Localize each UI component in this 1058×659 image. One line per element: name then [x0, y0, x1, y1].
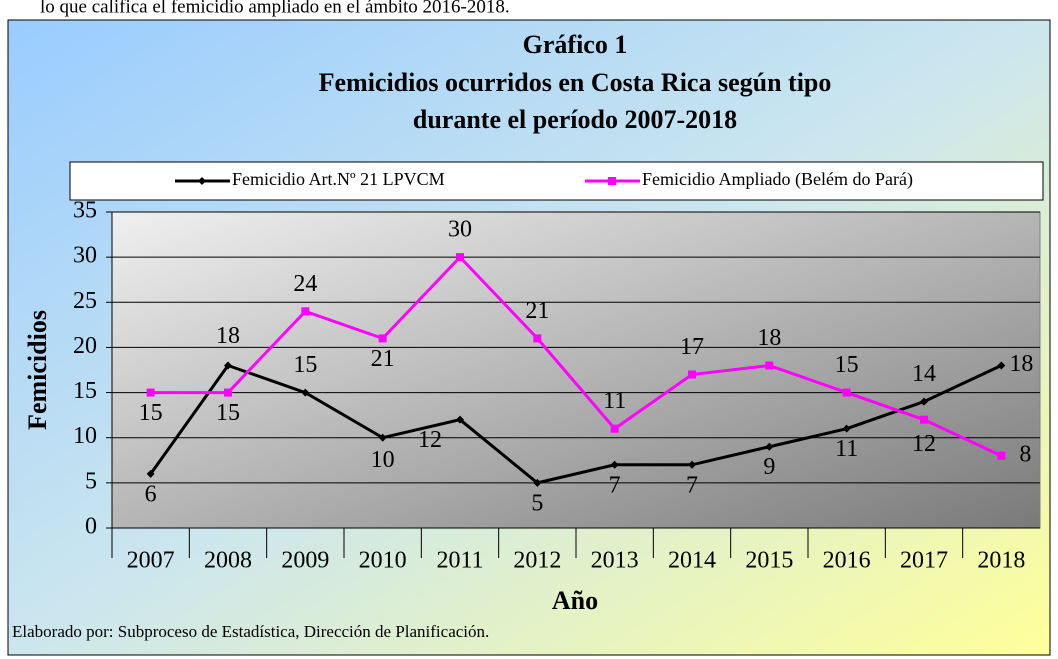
data-label: 11 [603, 388, 626, 414]
series-line [150, 254, 1002, 458]
x-tick-label: 2007 [127, 548, 175, 574]
data-label: 18 [757, 325, 781, 351]
data-label: 14 [912, 361, 936, 387]
line-marker [378, 433, 387, 442]
y-tick-label: 15 [73, 378, 97, 404]
data-label: 15 [216, 400, 240, 426]
x-tick-label: 2013 [591, 548, 639, 574]
line-marker [608, 177, 616, 185]
chart-title: durante el período 2007-2018 [413, 105, 737, 134]
line-marker [224, 361, 232, 370]
y-tick-label: 35 [73, 198, 97, 224]
line-marker [456, 253, 464, 262]
data-label: 15 [293, 352, 317, 378]
y-axis-label: Femicidios [23, 310, 52, 430]
line-marker [456, 415, 464, 424]
x-tick-label: 2009 [281, 548, 329, 574]
x-tick-label: 2012 [513, 548, 561, 574]
x-tick-label: 2011 [436, 548, 483, 574]
y-tick-label: 20 [73, 333, 97, 359]
x-tick-label: 2015 [745, 548, 793, 574]
line-marker [533, 478, 542, 487]
x-tick-label: 2014 [668, 548, 716, 574]
line-marker [920, 415, 928, 424]
line-marker [146, 469, 155, 478]
data-label: 10 [371, 447, 395, 473]
context-text: lo que califica el femicidio ampliado en… [40, 0, 510, 17]
data-label: 12 [912, 431, 936, 457]
data-label: 17 [680, 334, 704, 360]
line-marker [301, 307, 310, 316]
x-tick-label: 2017 [900, 548, 948, 574]
legend-label: Femicidio Art.Nº 21 LPVCM [232, 169, 445, 189]
data-label: 8 [1019, 441, 1031, 467]
data-label: 12 [418, 427, 442, 453]
chart-title: Gráfico 1 [523, 30, 628, 59]
line-marker [533, 334, 542, 343]
line-marker [224, 388, 232, 397]
data-label: 6 [145, 481, 157, 507]
line-marker [146, 388, 155, 397]
x-tick-label: 2008 [204, 548, 252, 574]
line-marker [997, 451, 1006, 460]
line-marker [301, 388, 310, 397]
line-marker [842, 388, 851, 397]
series-line [149, 363, 1002, 485]
y-tick-label: 25 [73, 288, 97, 314]
line-marker [688, 460, 696, 469]
line-marker [997, 361, 1006, 370]
source-note: Elaborado por: Subproceso de Estadística… [12, 622, 489, 641]
data-label: 21 [371, 346, 395, 372]
y-tick-label: 0 [85, 514, 97, 540]
line-marker [688, 370, 696, 379]
line-marker [610, 460, 619, 469]
data-label: 9 [763, 454, 775, 480]
y-tick-label: 5 [85, 468, 97, 494]
chart-title: Femicidios ocurridos en Costa Rica según… [319, 68, 832, 97]
data-label: 5 [531, 490, 543, 516]
x-axis-label: Año [552, 586, 598, 615]
line-marker [378, 334, 387, 343]
legend-label: Femicidio Ampliado (Belém do Pará) [642, 169, 913, 190]
x-tick-label: 2016 [823, 548, 871, 574]
data-label: 24 [293, 271, 317, 297]
line-marker [610, 424, 619, 433]
data-label: 15 [139, 400, 163, 426]
line-marker [765, 361, 774, 370]
y-tick-label: 30 [73, 243, 97, 269]
data-label: 30 [448, 217, 472, 243]
x-tick-label: 2010 [359, 548, 407, 574]
line-marker [198, 177, 206, 185]
data-label: 21 [525, 298, 549, 324]
x-tick-label: 2018 [977, 548, 1025, 574]
line-marker [842, 424, 851, 433]
data-label: 11 [835, 436, 858, 462]
line-marker [765, 442, 774, 451]
legend [69, 161, 1044, 201]
data-label: 18 [1009, 351, 1033, 377]
y-tick-label: 10 [73, 423, 97, 449]
data-label: 7 [686, 472, 698, 498]
data-label: 7 [609, 472, 621, 498]
line-marker [920, 397, 928, 406]
data-label: 15 [835, 352, 859, 378]
data-label: 18 [216, 323, 240, 349]
